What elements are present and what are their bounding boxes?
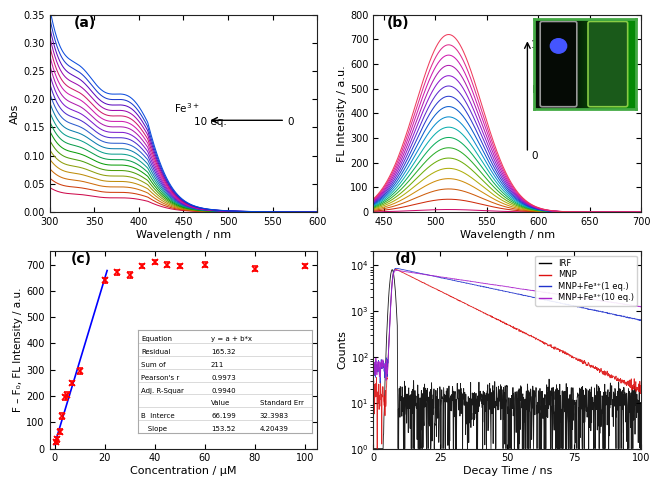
Text: 0: 0 [531,151,538,161]
Text: 0: 0 [288,117,294,127]
Text: Fe$^{3+}$: Fe$^{3+}$ [531,82,557,96]
Y-axis label: Abs: Abs [11,103,20,124]
Text: (b): (b) [387,16,409,30]
X-axis label: Decay Time / ns: Decay Time / ns [463,466,552,476]
X-axis label: Concentration / μM: Concentration / μM [130,466,237,476]
Text: (d): (d) [395,252,418,266]
Text: 10 eq.: 10 eq. [194,117,227,127]
Text: Fe$^{3+}$: Fe$^{3+}$ [174,102,200,115]
Y-axis label: Counts: Counts [337,331,347,369]
X-axis label: Wavelength / nm: Wavelength / nm [136,230,231,240]
Y-axis label: FL Intensity / a.u.: FL Intensity / a.u. [337,65,347,162]
Y-axis label: F – F₀, FL Intensity / a.u.: F – F₀, FL Intensity / a.u. [13,288,23,412]
Text: (c): (c) [71,252,92,266]
Legend: IRF, MNP, MNP+Fe³⁺(1 eq.), MNP+Fe³⁺(10 eq.): IRF, MNP, MNP+Fe³⁺(1 eq.), MNP+Fe³⁺(10 e… [535,255,637,306]
Text: (a): (a) [73,16,96,30]
X-axis label: Wavelength / nm: Wavelength / nm [460,230,555,240]
Text: 100 μM: 100 μM [531,40,570,50]
